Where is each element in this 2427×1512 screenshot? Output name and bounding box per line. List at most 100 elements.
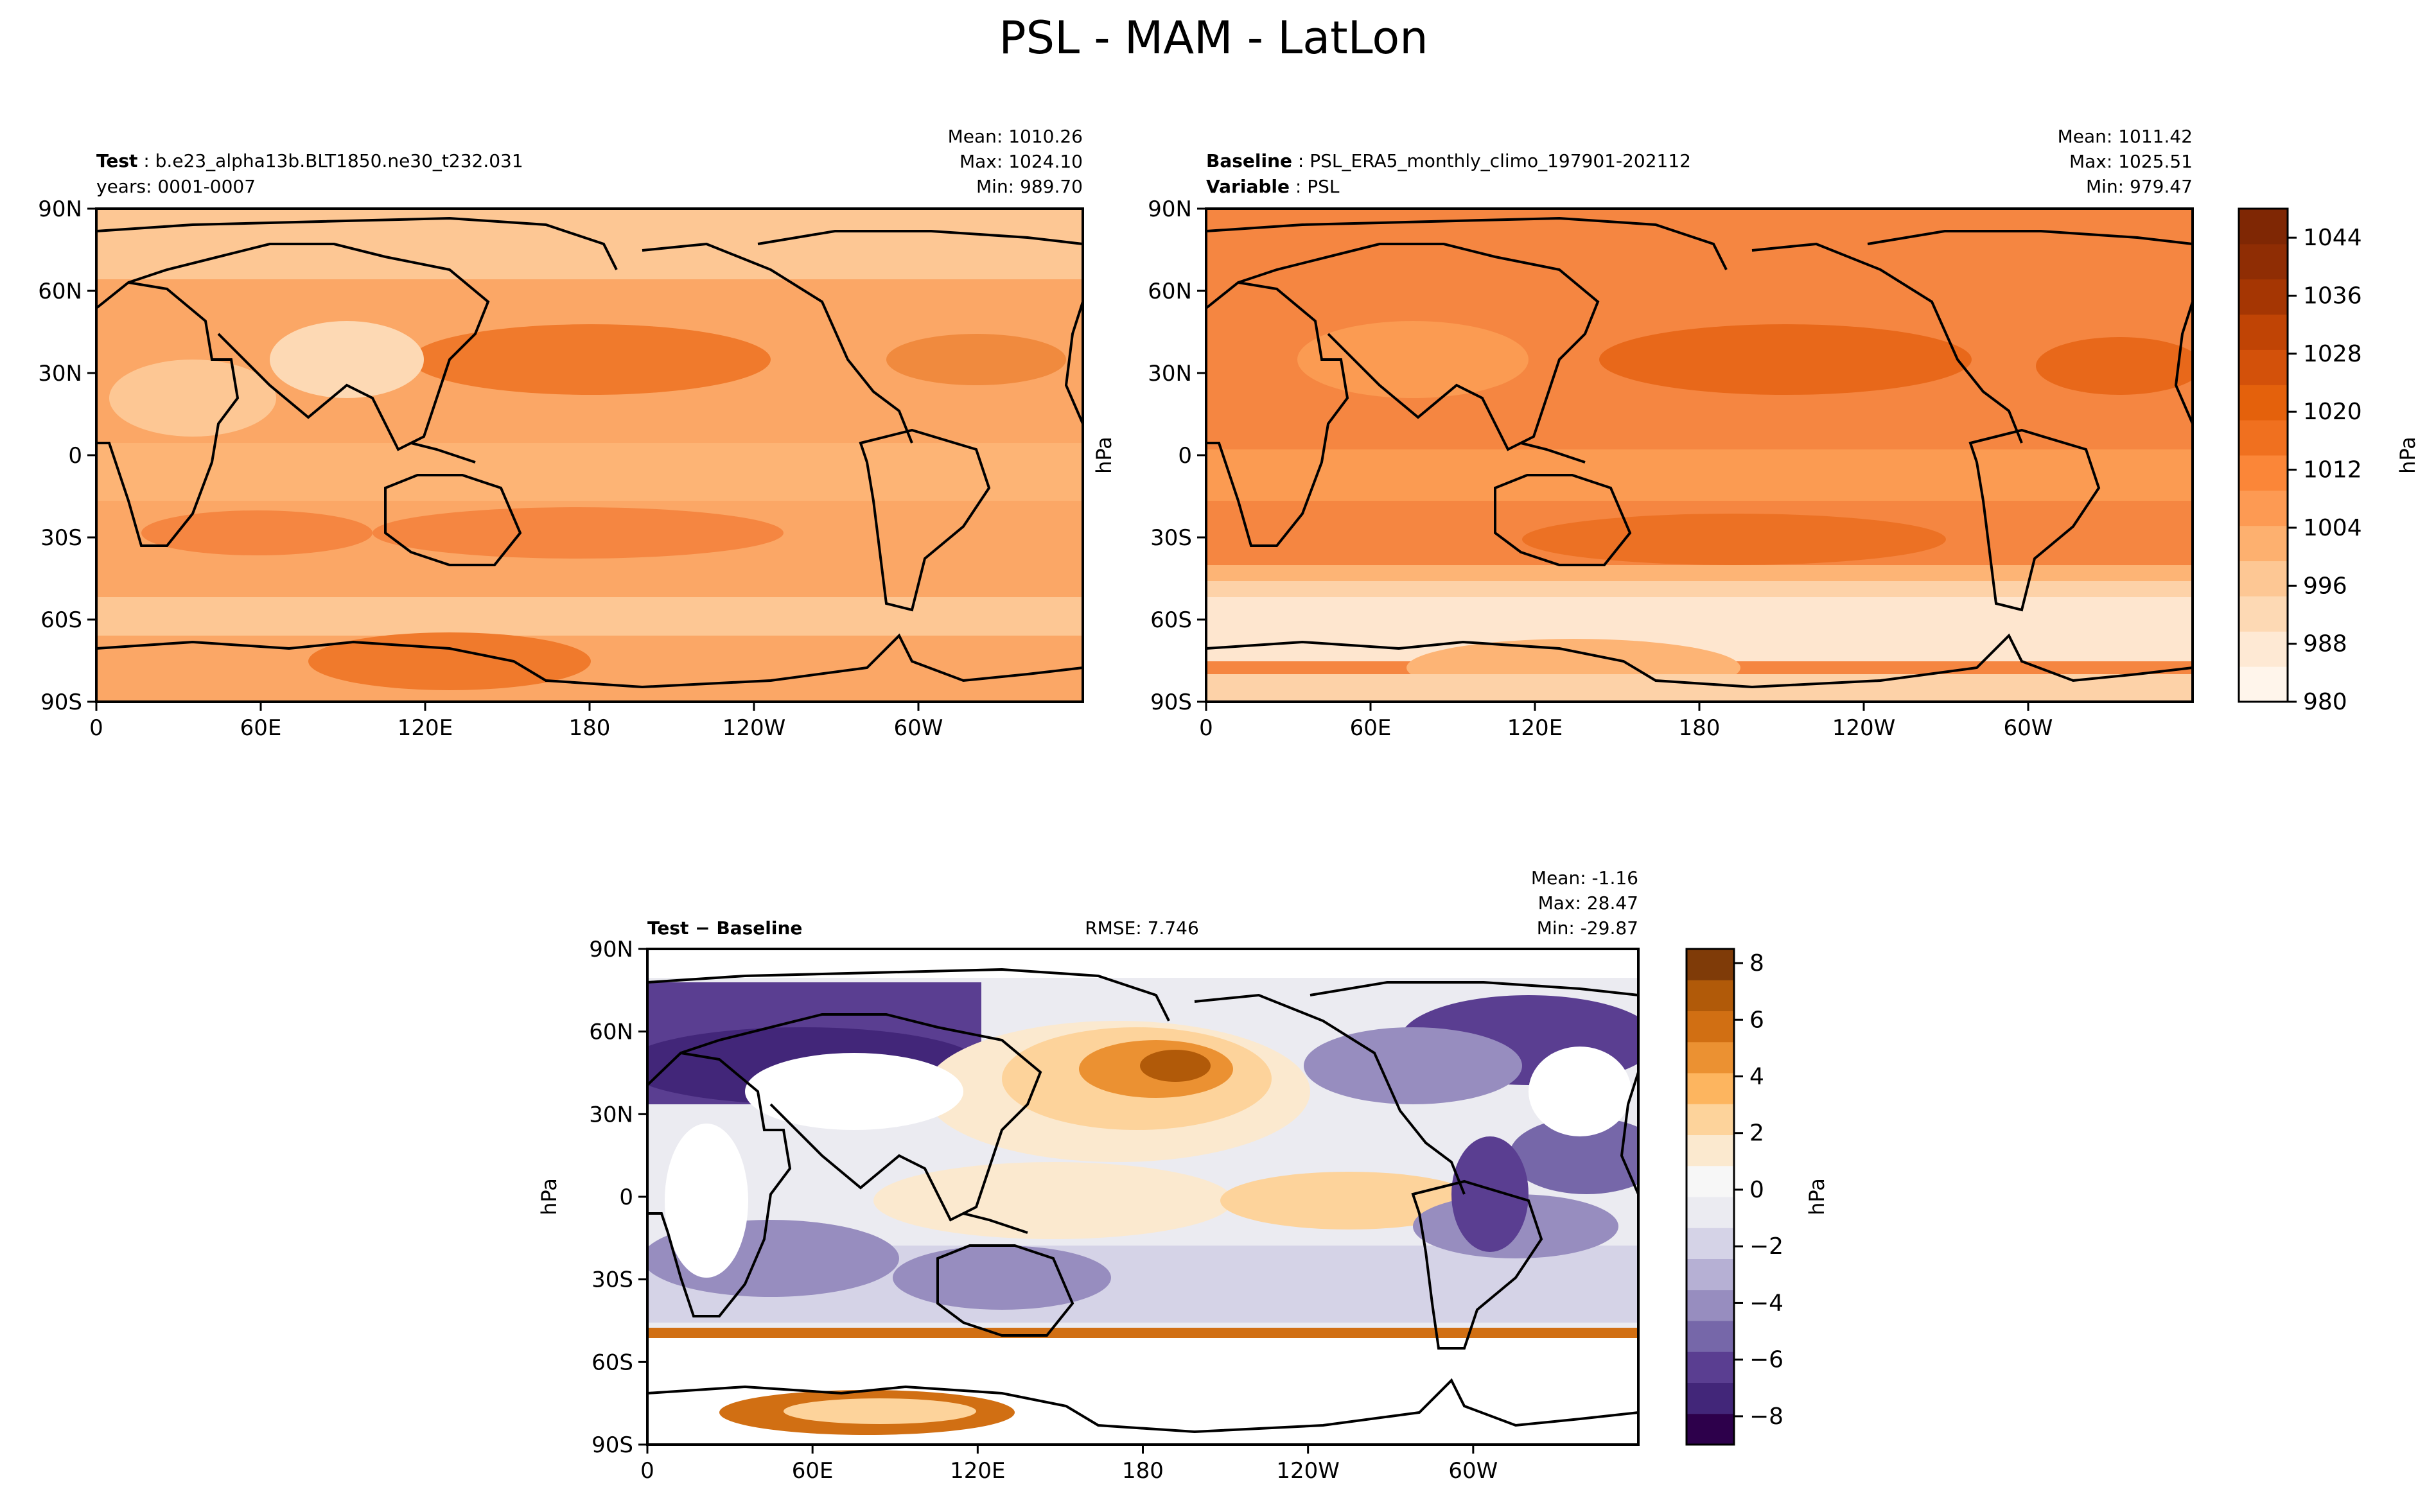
- panel-baseline: 0 60E 120E 180 120W 60W 90N 60N 30N 0 30S 60S 90S hP…: [1092, 126, 2194, 741]
- baseline-ytick-label: 60S: [1150, 607, 1192, 633]
- colorbar-absolute: 1044 1036 1028 1020 1012 1004 996 988 980 hPa: [2238, 207, 2420, 715]
- colorbar-difference-label: hPa: [1805, 1178, 1829, 1215]
- baseline-label-text: PSL_ERA5_monthly_climo_197901-202112: [1310, 150, 1691, 171]
- difference-xtick-label: 180: [1122, 1458, 1164, 1484]
- baseline-max: Max: 1025.51: [2069, 151, 2193, 172]
- colorbar-absolute-band: [2239, 349, 2288, 385]
- baseline-coastlines: [1206, 216, 2193, 689]
- figure-title: PSL - MAM - LatLon: [999, 12, 1428, 64]
- colorbar-difference-tick-label: −8: [1749, 1403, 1783, 1430]
- baseline-label-bold: Baseline: [1206, 150, 1292, 171]
- difference-xtick-label: 60W: [1448, 1458, 1498, 1484]
- baseline-variable-text: PSL: [1307, 176, 1340, 197]
- colorbar-absolute-ticks: 1044 1036 1028 1020 1012 1004 996 988 980: [2288, 225, 2362, 715]
- difference-ytick-label: 60N: [589, 1020, 633, 1045]
- colorbar-difference-band: [1687, 1289, 1734, 1321]
- test-xtick-label: 60E: [240, 715, 282, 741]
- colorbar-absolute-band: [2239, 385, 2288, 421]
- colorbar-difference-tick-label: 6: [1749, 1007, 1764, 1033]
- colorbar-difference-band: [1687, 1104, 1734, 1135]
- difference-mean: Mean: -1.16: [1531, 867, 1638, 889]
- test-label-bold: Test: [96, 150, 137, 171]
- difference-rmse: RMSE: 7.746: [1085, 917, 1199, 939]
- colorbar-difference-band: [1687, 1351, 1734, 1383]
- colorbar-difference-tick-label: 4: [1749, 1064, 1764, 1090]
- panel-difference: 0 60E 120E 180 120W 60W 90N 60N 30N 0 30S 60S 90S hP…: [537, 867, 1640, 1484]
- difference-ytick-label: 30S: [591, 1267, 633, 1293]
- baseline-variable-bold: Variable: [1206, 176, 1290, 197]
- panel-test: 0 60E 120E 180 120W 60W 90N 60N 30N 0 30S 60S 90S Te…: [38, 126, 1084, 741]
- colorbar-difference-band: [1687, 1258, 1734, 1290]
- colorbar-difference-tick-label: 8: [1749, 950, 1764, 977]
- baseline-label: Baseline : PSL_ERA5_monthly_climo_197901…: [1206, 150, 1691, 171]
- difference-coastlines: [647, 968, 1638, 1434]
- baseline-xtick-label: 180: [1679, 715, 1721, 741]
- test-xtick-label: 120E: [398, 715, 453, 741]
- colorbar-absolute-band: [2239, 666, 2288, 702]
- colorbar-difference-tick-label: −2: [1749, 1233, 1783, 1260]
- baseline-mean: Mean: 1011.42: [2058, 126, 2193, 147]
- colorbar-difference-band: [1687, 1011, 1734, 1043]
- colorbar-absolute-tick-label: 1020: [2303, 399, 2362, 425]
- difference-field: [647, 949, 1638, 1445]
- difference-xtick-label: 120E: [950, 1458, 1005, 1484]
- colorbar-difference-band: [1687, 1413, 1734, 1445]
- test-label: Test : b.e23_alpha13b.BLT1850.ne30_t232.…: [96, 150, 523, 171]
- test-xtick-label: 180: [569, 715, 611, 741]
- colorbar-absolute-tick-label: 988: [2303, 631, 2347, 657]
- baseline-xtick-label: 60E: [1350, 715, 1392, 741]
- test-xtick-label: 60W: [894, 715, 943, 741]
- test-ytick-label: 90S: [40, 690, 82, 715]
- colorbar-absolute-tick-label: 996: [2303, 573, 2347, 599]
- test-ytick-label: 0: [68, 443, 82, 469]
- difference-min: Min: -29.87: [1537, 917, 1638, 939]
- colorbar-absolute-tick-label: 1012: [2303, 457, 2362, 483]
- difference-xtick-label: 60E: [792, 1458, 834, 1484]
- baseline-xtick-label: 60W: [2004, 715, 2053, 741]
- colorbar-absolute-band: [2239, 314, 2288, 350]
- colorbar-difference-tick-label: −6: [1749, 1347, 1783, 1373]
- colorbar-difference-band: [1687, 1073, 1734, 1104]
- colorbar-difference-bands: [1687, 949, 1734, 1445]
- test-ytick-label: 30N: [38, 361, 82, 387]
- baseline-ytick-label: 90N: [1148, 196, 1192, 222]
- test-coastlines: [96, 216, 1083, 689]
- colorbar-difference-band: [1687, 1197, 1734, 1228]
- test-mean: Mean: 1010.26: [948, 126, 1083, 147]
- test-xtick-label: 120W: [723, 715, 786, 741]
- baseline-ytick-label: 60N: [1148, 279, 1192, 304]
- colorbar-difference-band: [1687, 980, 1734, 1011]
- baseline-variable: Variable : PSL: [1206, 176, 1340, 197]
- colorbar-difference-tick-label: −4: [1749, 1290, 1783, 1316]
- baseline-ticks: 0 60E 120E 180 120W 60W 90N 60N 30N 0 30S 60S 90S: [1148, 196, 2053, 741]
- colorbar-absolute-band: [2239, 455, 2288, 491]
- colorbar-difference-band: [1687, 1134, 1734, 1167]
- colorbar-absolute-frame: [2238, 207, 2289, 703]
- colorbar-absolute-tick-label: 1036: [2303, 283, 2362, 309]
- baseline-ytick-label: 30N: [1148, 361, 1192, 387]
- test-ticks: 0 60E 120E 180 120W 60W 90N 60N 30N 0 30S 60S 90S: [38, 196, 943, 741]
- baseline-ytick-label: 30S: [1150, 525, 1192, 551]
- difference-ytick-label: 30N: [589, 1102, 633, 1127]
- colorbar-absolute-tick-label: 980: [2303, 689, 2347, 715]
- difference-xtick-label: 0: [640, 1458, 654, 1484]
- colorbar-absolute-bands: [2239, 209, 2288, 702]
- baseline-xtick-label: 120W: [1832, 715, 1896, 741]
- test-max: Max: 1024.10: [959, 151, 1083, 172]
- colorbar-difference-band: [1687, 1321, 1734, 1352]
- colorbar-absolute-tick-label: 1028: [2303, 341, 2362, 367]
- difference-max: Max: 28.47: [1538, 892, 1638, 914]
- baseline-xtick-label: 0: [1199, 715, 1213, 741]
- colorbar-absolute-band: [2239, 420, 2288, 456]
- difference-xtick-label: 120W: [1276, 1458, 1340, 1484]
- colorbar-absolute-band: [2239, 560, 2288, 596]
- difference-ticks: 0 60E 120E 180 120W 60W 90N 60N 30N 0 30S 60S 90S: [589, 937, 1498, 1484]
- test-field: [96, 209, 1083, 702]
- colorbar-difference-band: [1687, 1228, 1734, 1259]
- baseline-ytick-label: 90S: [1150, 690, 1192, 715]
- test-ytick-label: 60S: [40, 607, 82, 633]
- difference-ytick-label: 60S: [591, 1350, 633, 1375]
- baseline-ylabel: hPa: [1092, 437, 1116, 474]
- test-min: Min: 989.70: [976, 176, 1083, 197]
